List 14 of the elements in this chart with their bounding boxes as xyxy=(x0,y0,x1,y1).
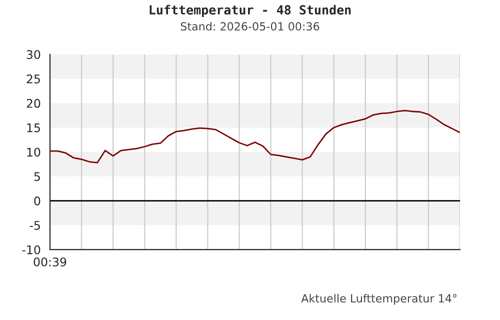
chart-title: Lufttemperatur - 48 Stunden xyxy=(150,4,351,17)
y-tick-label: 5 xyxy=(34,172,40,182)
text: Aktuelle Lufttemperatur 14° xyxy=(301,294,456,305)
y-tick-label: 25 xyxy=(26,74,40,84)
line-series xyxy=(50,110,460,164)
y-tick-label: 15 xyxy=(27,123,40,132)
text: 00:39 xyxy=(34,258,66,266)
y-tick-label: 30 xyxy=(26,50,40,60)
y-tick-label: -5 xyxy=(30,221,40,230)
chart-subtitle: Stand: 2026-05-01 00:36 xyxy=(180,22,320,31)
y-tick-label: 10 xyxy=(27,148,40,157)
y-tick-label: 0 xyxy=(34,196,40,206)
y-tick-label: 20 xyxy=(26,98,40,108)
y-tick-label: -10 xyxy=(22,245,40,254)
